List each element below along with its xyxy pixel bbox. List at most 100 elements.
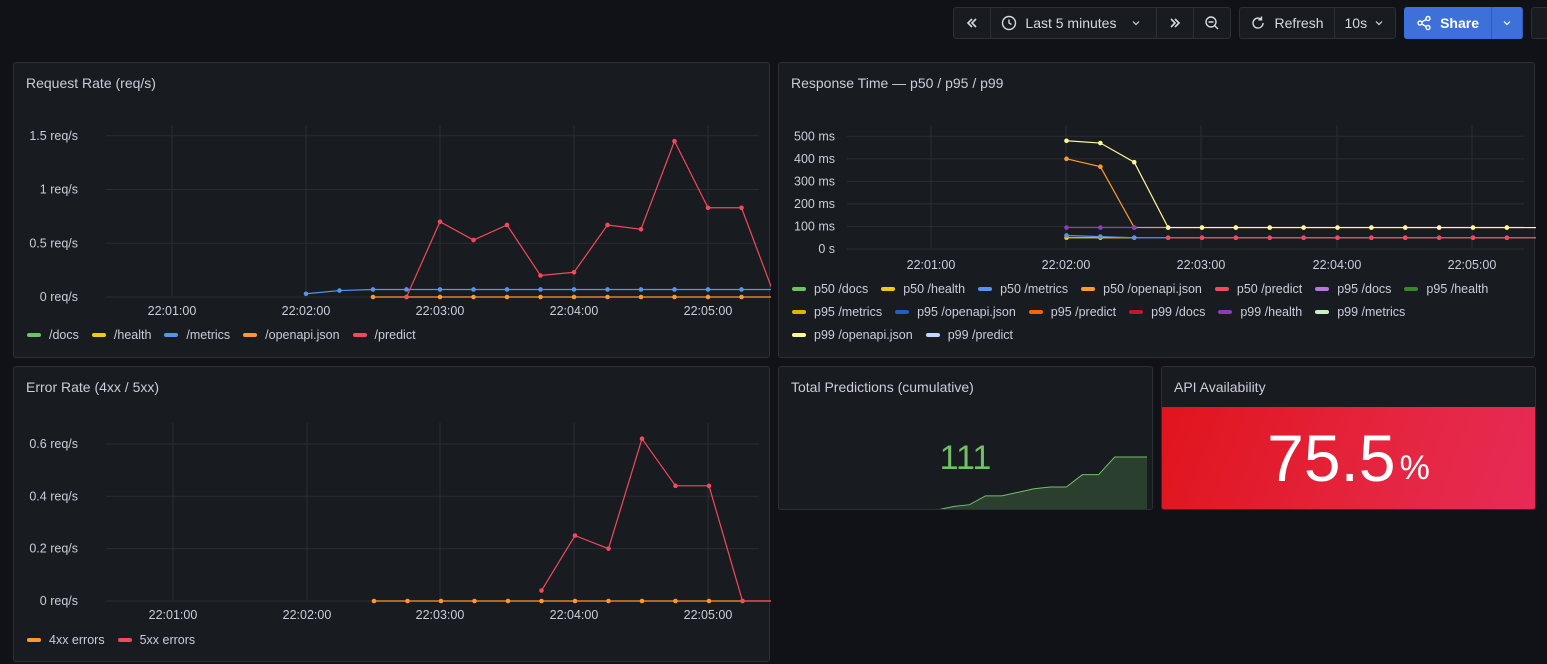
share-button[interactable]: Share xyxy=(1404,7,1492,39)
data-point xyxy=(1098,164,1103,170)
time-shift-back-button[interactable] xyxy=(954,8,992,38)
y-tick-label: 400 ms xyxy=(794,152,835,166)
data-point xyxy=(1504,235,1510,241)
data-point xyxy=(539,598,544,604)
response-time-chart[interactable]: 0 s 100 ms 200 ms 300 ms 400 ms 500 ms 22:01:0… xyxy=(779,63,1536,359)
y-tick-label: 0.4 req/s xyxy=(29,489,78,503)
data-point xyxy=(572,533,578,538)
legend-item[interactable]: p95 /metrics xyxy=(792,300,882,323)
data-point xyxy=(1504,225,1510,230)
legend-item[interactable]: 4xx errors xyxy=(27,628,105,651)
panel-title: API Availability xyxy=(1174,379,1266,395)
time-shift-forward-button[interactable] xyxy=(1157,8,1195,38)
refresh-icon xyxy=(1252,16,1265,29)
data-point xyxy=(1131,159,1137,165)
data-point xyxy=(706,483,712,489)
data-point xyxy=(672,138,677,144)
data-point xyxy=(538,294,543,300)
legend-item[interactable]: p99 /health xyxy=(1218,300,1302,323)
availability-unit: % xyxy=(1399,448,1430,487)
legend-label: p50 /metrics xyxy=(1000,281,1069,296)
zoom-out-button[interactable] xyxy=(1194,8,1230,38)
panel-title: Error Rate (4xx / 5xx) xyxy=(26,379,160,395)
refresh-interval-label: 10s xyxy=(1344,15,1368,31)
legend-item[interactable]: p50 /predict xyxy=(1214,277,1302,300)
data-point xyxy=(437,294,443,300)
refresh-label: Refresh xyxy=(1274,15,1324,31)
refresh-button[interactable]: Refresh xyxy=(1240,8,1335,38)
share-dropdown-button[interactable] xyxy=(1492,7,1523,39)
legend-swatch xyxy=(881,286,896,291)
y-tick-label: 0.2 req/s xyxy=(29,542,78,556)
data-point xyxy=(1301,225,1306,230)
legend-item[interactable]: p50 /health xyxy=(881,277,965,300)
legend-label: /metrics xyxy=(186,327,231,342)
legend-item[interactable]: p50 /docs xyxy=(792,277,868,300)
data-point xyxy=(1098,225,1103,230)
y-tick-label: 0.6 req/s xyxy=(29,437,78,451)
data-point xyxy=(405,598,410,604)
legend-label: p99 /docs xyxy=(1151,304,1206,319)
error-rate-chart[interactable]: 0 req/s 0.2 req/s 0.4 req/s 0.6 req/s 22:01:… xyxy=(14,367,771,663)
availability-stat-box: 75.5 % xyxy=(1162,407,1535,509)
legend-swatch xyxy=(1404,286,1419,291)
share-label: Share xyxy=(1440,15,1479,31)
x-tick-label: 22:01:00 xyxy=(148,304,197,318)
legend-label: p50 /openapi.json xyxy=(1103,281,1202,296)
legend-item[interactable]: 5xx errors xyxy=(117,628,195,651)
legend-label: /health xyxy=(113,327,152,342)
data-point xyxy=(638,226,644,232)
x-tick-label: 22:04:00 xyxy=(550,304,599,318)
data-point xyxy=(739,205,744,211)
data-point xyxy=(705,287,711,292)
legend-item[interactable]: /predict xyxy=(352,323,416,346)
legend-swatch xyxy=(1129,309,1144,314)
x-tick-label: 22:02:00 xyxy=(1042,258,1091,272)
zoom-out-icon xyxy=(1205,16,1219,30)
y-tick-label: 300 ms xyxy=(794,174,835,188)
data-point xyxy=(705,294,711,300)
legend-item[interactable]: /health xyxy=(91,323,152,346)
legend-item[interactable]: /docs xyxy=(27,323,79,346)
data-point xyxy=(1470,235,1476,241)
data-point xyxy=(606,546,611,551)
legend-item[interactable]: /metrics xyxy=(164,323,230,346)
legend-item[interactable]: p50 /openapi.json xyxy=(1081,277,1202,300)
x-tick-label: 22:05:00 xyxy=(684,608,733,622)
data-point xyxy=(504,222,510,228)
legend-item[interactable]: p95 /openapi.json xyxy=(895,300,1016,323)
request-rate-chart[interactable]: 0 req/s 0.5 req/s 1 req/s 1.5 req/s 22:01:00… xyxy=(14,63,771,359)
legend-label: p99 /metrics xyxy=(1337,304,1406,319)
legend-item[interactable]: p99 /predict xyxy=(925,323,1013,346)
legend-label: p50 /docs xyxy=(814,281,869,296)
error-rate-legend: 4xx errors 5xx errors xyxy=(27,628,757,651)
data-point xyxy=(606,598,611,604)
refresh-interval-picker[interactable]: 10s xyxy=(1335,8,1396,38)
legend-item[interactable]: p95 /predict xyxy=(1028,300,1116,323)
edit-button[interactable] xyxy=(1531,7,1547,39)
data-point xyxy=(539,588,544,593)
legend-label: p50 /health xyxy=(903,281,966,296)
data-point xyxy=(1131,225,1137,230)
legend-item[interactable]: p50 /metrics xyxy=(978,277,1068,300)
legend-item[interactable]: /openapi.json xyxy=(243,323,340,346)
legend-item[interactable]: p99 /openapi.json xyxy=(792,323,913,346)
data-point xyxy=(740,598,745,604)
data-point xyxy=(1131,235,1137,241)
legend-item[interactable]: p99 /docs xyxy=(1129,300,1205,323)
legend-item[interactable]: p95 /health xyxy=(1404,277,1488,300)
clock-icon xyxy=(1002,15,1017,31)
total-predictions-value: 111 xyxy=(939,439,992,477)
data-point xyxy=(1064,138,1069,144)
time-range-picker[interactable]: Last 5 minutes xyxy=(991,8,1158,38)
chevron-down-icon xyxy=(1503,21,1511,26)
data-point xyxy=(706,598,712,604)
data-point xyxy=(504,287,510,292)
legend-item[interactable]: p95 /docs xyxy=(1315,277,1391,300)
data-point xyxy=(471,237,476,243)
legend-swatch xyxy=(91,332,106,337)
dashboard-toolbar: Last 5 minutes Refresh 10s Share xyxy=(953,7,1547,39)
legend-item[interactable]: p99 /metrics xyxy=(1315,300,1405,323)
data-point xyxy=(571,269,577,275)
panel-title: Response Time — p50 / p95 / p99 xyxy=(791,75,1004,91)
